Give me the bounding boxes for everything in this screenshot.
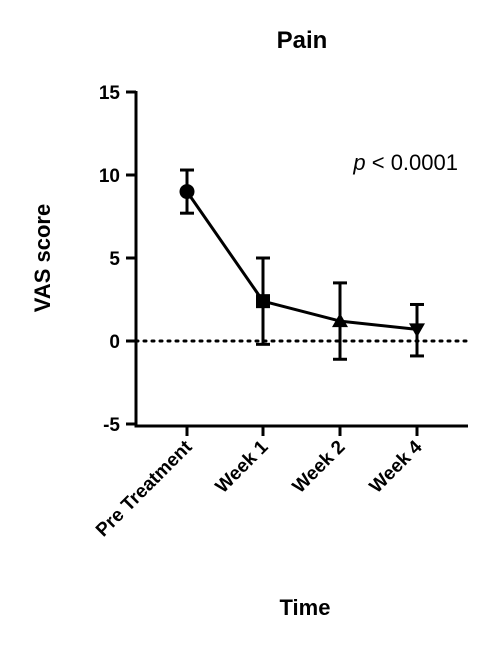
y-tick-label: 10 xyxy=(99,166,120,187)
series-line xyxy=(185,190,418,331)
x-tick-label: Week 4 xyxy=(366,436,427,497)
y-tick-label: -5 xyxy=(103,415,120,436)
chart-title: Pain xyxy=(277,27,328,54)
y-axis-title: VAS score xyxy=(30,204,55,312)
y-tick-label: 0 xyxy=(109,332,120,353)
x-axis-title: Time xyxy=(280,595,331,620)
data-point-triangle-up xyxy=(332,313,348,328)
x-tick-label: Week 1 xyxy=(212,436,273,497)
data-point-circle xyxy=(179,184,195,200)
p-value-italic: p xyxy=(352,150,365,175)
data-point-triangle-down xyxy=(409,323,425,338)
x-tick-label: Pre Treatment xyxy=(92,436,197,541)
p-value-annotation: p < 0.0001 xyxy=(352,150,458,175)
data-layer xyxy=(179,168,425,361)
x-tick-label: Week 2 xyxy=(289,437,350,498)
data-point-square xyxy=(256,294,270,309)
y-tick-label: 5 xyxy=(109,249,120,270)
y-tick-label: 15 xyxy=(99,83,121,104)
p-value-text: < 0.0001 xyxy=(366,150,458,175)
